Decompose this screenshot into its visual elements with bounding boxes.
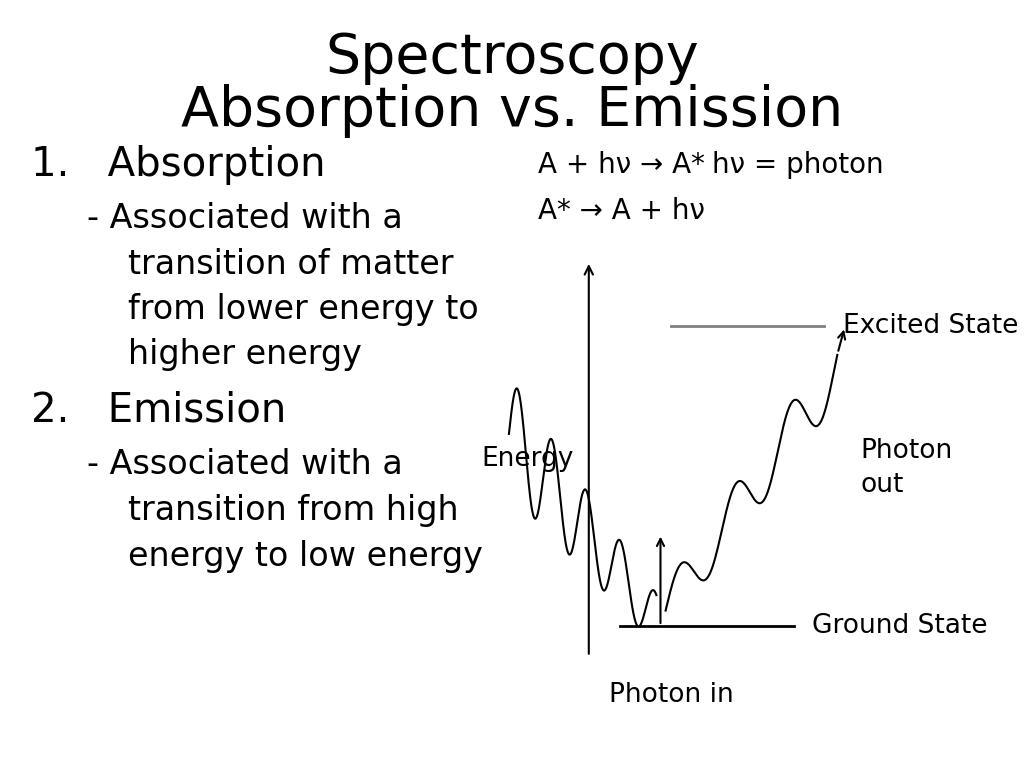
Text: A* → A + hν: A* → A + hν: [538, 197, 705, 225]
Text: A + hν → A*: A + hν → A*: [538, 151, 705, 179]
Text: 2.   Emission: 2. Emission: [31, 391, 286, 431]
Text: - Associated with a: - Associated with a: [87, 203, 402, 235]
Text: 1.   Absorption: 1. Absorption: [31, 145, 326, 185]
Text: hν = photon: hν = photon: [712, 151, 884, 179]
Text: Photon in: Photon in: [609, 682, 734, 708]
Text: Excited State: Excited State: [843, 313, 1018, 339]
Text: Spectroscopy: Spectroscopy: [326, 31, 698, 84]
Text: Energy: Energy: [481, 446, 573, 472]
Text: transition from high: transition from high: [128, 495, 459, 527]
Text: - Associated with a: - Associated with a: [87, 449, 402, 481]
Text: higher energy: higher energy: [128, 338, 361, 370]
Text: Photon
out: Photon out: [860, 439, 952, 498]
Text: transition of matter: transition of matter: [128, 249, 454, 281]
Text: Absorption vs. Emission: Absorption vs. Emission: [181, 84, 843, 138]
Text: Ground State: Ground State: [812, 613, 987, 639]
Text: energy to low energy: energy to low energy: [128, 541, 483, 573]
Text: from lower energy to: from lower energy to: [128, 293, 479, 326]
